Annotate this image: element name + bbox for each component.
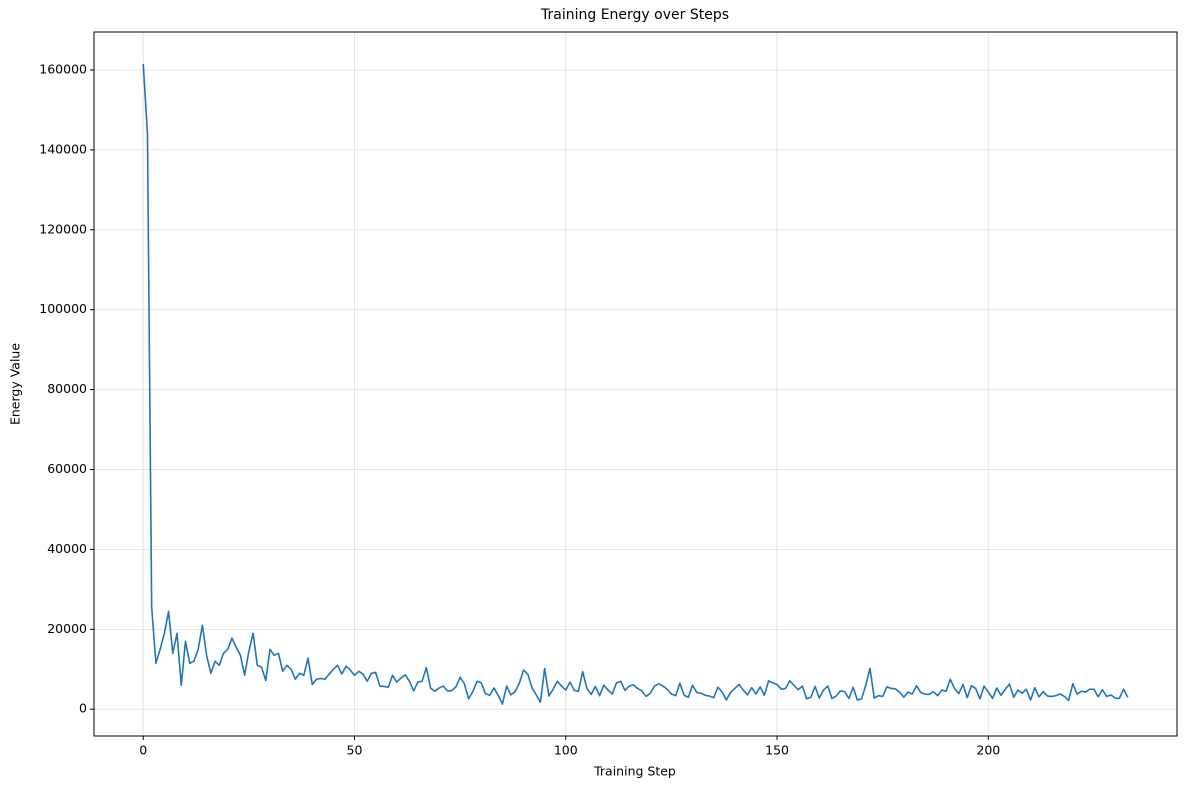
x-tick-label: 150 [765, 743, 789, 758]
data-line [142, 63, 1129, 705]
y-tick-label: 100000 [39, 301, 87, 316]
y-tick-label: 0 [79, 701, 87, 716]
y-tick-label: 20000 [47, 621, 87, 636]
y-tick-label: 140000 [39, 141, 87, 156]
y-tick-label: 40000 [47, 541, 87, 556]
x-tick-label: 50 [347, 743, 363, 758]
x-tick-label: 200 [976, 743, 1000, 758]
y-tick-label: 120000 [39, 221, 87, 236]
plot-frame [93, 31, 1178, 737]
y-axis-label: Energy Value [8, 343, 23, 425]
y-tick-label: 60000 [47, 461, 87, 476]
x-tick-label: 0 [139, 743, 147, 758]
x-tick-label: 100 [554, 743, 578, 758]
y-tick-label: 160000 [39, 61, 87, 76]
chart-title: Training Energy over Steps [540, 7, 729, 23]
x-axis-label: Training Step [593, 764, 676, 779]
y-tick-label: 80000 [47, 381, 87, 396]
